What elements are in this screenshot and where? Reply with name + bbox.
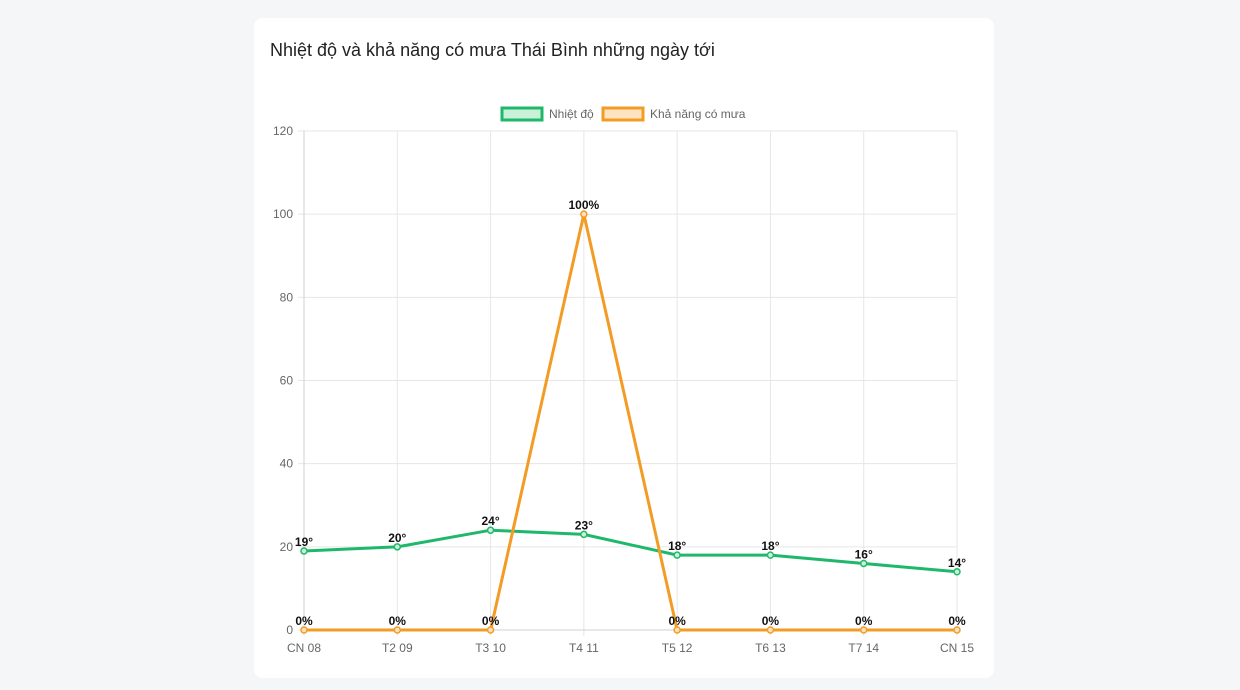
chart-card-title: Nhiệt độ và khả năng có mưa Thái Bình nh… <box>270 40 715 60</box>
series-line-rain-chance <box>304 213 957 632</box>
data-point-temperature[interactable] <box>953 568 961 576</box>
data-point-rain-chance[interactable] <box>953 626 961 634</box>
data-label-temperature: 14° <box>948 556 966 570</box>
data-point-temperature[interactable] <box>673 551 681 559</box>
data-point-rain-chance[interactable] <box>673 626 681 634</box>
x-tick-label: T2 09 <box>382 641 413 655</box>
legend-swatch-rain-chance[interactable] <box>601 106 645 122</box>
y-tick-label: 100 <box>273 207 293 221</box>
data-label-temperature: 23° <box>575 518 593 532</box>
data-point-rain-chance[interactable] <box>393 626 402 634</box>
legend-label-temperature[interactable]: Nhiệt độ <box>549 107 594 121</box>
data-label-rain-chance: 0% <box>668 614 686 628</box>
data-point-rain-chance[interactable] <box>580 210 588 218</box>
data-label-rain-chance: 0% <box>762 614 780 628</box>
data-label-rain-chance: 0% <box>855 614 873 628</box>
data-label-rain-chance: 100% <box>569 198 600 212</box>
legend-swatch-temperature[interactable] <box>500 106 544 122</box>
data-point-rain-chance[interactable] <box>486 626 495 634</box>
line-chart: 0 20 40 60 80 100 120 CN 08 T2 09 T3 10 T4 11 T5 12… <box>273 106 974 655</box>
data-point-temperature[interactable] <box>393 543 402 551</box>
data-point-temperature[interactable] <box>580 530 588 539</box>
data-point-rain-chance[interactable] <box>859 626 868 634</box>
y-tick-label: 80 <box>280 290 294 304</box>
x-tick-label: T5 12 <box>662 641 693 655</box>
x-tick-label: T6 13 <box>755 641 786 655</box>
x-tick-label: T7 14 <box>848 641 879 655</box>
y-tick-label: 0 <box>286 623 293 637</box>
legend-label-rain-chance[interactable]: Khả năng có mưa <box>650 107 746 121</box>
y-tick-label: 40 <box>280 457 294 471</box>
y-tick-label: 20 <box>280 540 294 554</box>
data-label-rain-chance: 0% <box>482 614 500 628</box>
data-label-rain-chance: 0% <box>948 614 966 628</box>
data-label-temperature: 16° <box>855 547 873 561</box>
data-point-rain-chance[interactable] <box>766 626 775 634</box>
data-label-temperature: 18° <box>668 539 686 553</box>
x-tick-label: CN 08 <box>287 641 321 655</box>
data-point-temperature[interactable] <box>486 526 495 534</box>
y-tick-label: 120 <box>273 124 293 138</box>
x-tick-label: T4 11 <box>569 641 599 655</box>
data-point-temperature[interactable] <box>766 551 775 559</box>
data-label-temperature: 19° <box>295 535 313 549</box>
data-label-temperature: 18° <box>761 539 779 553</box>
series-line-temperature <box>303 528 958 574</box>
data-point-temperature[interactable] <box>300 547 308 555</box>
x-tick-label: CN 15 <box>940 641 974 655</box>
x-tick-label: T3 10 <box>475 641 506 655</box>
data-point-rain-chance[interactable] <box>300 626 308 634</box>
data-point-temperature[interactable] <box>859 559 868 568</box>
data-label-temperature: 24° <box>481 514 499 528</box>
data-label-rain-chance: 0% <box>295 614 313 628</box>
y-tick-label: 60 <box>280 374 294 388</box>
data-label-rain-chance: 0% <box>389 614 407 628</box>
chart-card: Nhiệt độ và khả năng có mưa Thái Bình nh… <box>254 18 994 678</box>
data-label-temperature: 20° <box>388 531 406 545</box>
